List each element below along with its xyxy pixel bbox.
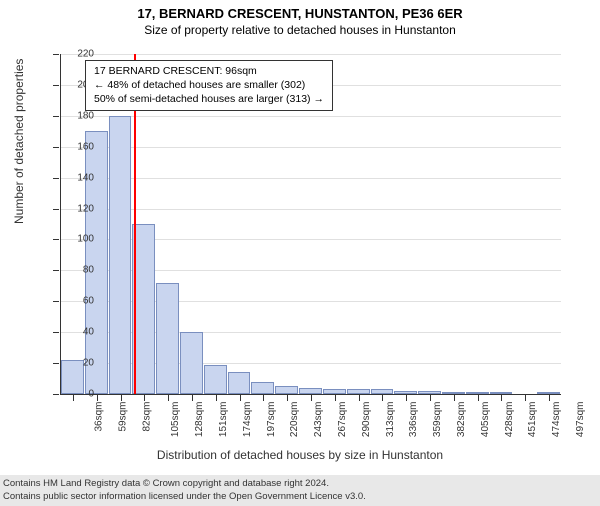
x-tick [359, 395, 360, 401]
x-tick [382, 395, 383, 401]
histogram-bar [204, 365, 227, 394]
y-tick [53, 363, 59, 364]
x-tick [121, 395, 122, 401]
y-tick-label: 180 [77, 110, 94, 121]
x-tick-label: 220sqm [289, 402, 300, 438]
x-tick [287, 395, 288, 401]
annotation-line1: 17 BERNARD CRESCENT: 96sqm [94, 64, 324, 78]
y-tick-label: 220 [77, 49, 94, 60]
annotation-line2: ← 48% of detached houses are smaller (30… [94, 78, 324, 92]
y-tick [53, 147, 59, 148]
x-tick-label: 267sqm [337, 402, 348, 438]
x-tick-label: 82sqm [141, 402, 152, 432]
y-tick-label: 20 [83, 358, 94, 369]
x-tick [335, 395, 336, 401]
histogram-bar [251, 382, 274, 394]
x-tick-label: 243sqm [313, 402, 324, 438]
y-tick [53, 85, 59, 86]
x-tick-label: 151sqm [218, 402, 229, 438]
x-tick-label: 359sqm [432, 402, 443, 438]
page-subtitle: Size of property relative to detached ho… [0, 23, 600, 37]
y-tick [53, 394, 59, 395]
x-tick-label: 59sqm [117, 402, 128, 432]
y-tick-label: 60 [83, 296, 94, 307]
y-tick [53, 239, 59, 240]
y-tick-label: 80 [83, 265, 94, 276]
x-tick-label: 128sqm [194, 402, 205, 438]
histogram-bar [442, 392, 465, 394]
y-tick-label: 100 [77, 234, 94, 245]
y-tick [53, 270, 59, 271]
x-tick-label: 313sqm [385, 402, 396, 438]
x-tick [216, 395, 217, 401]
annotation-box: 17 BERNARD CRESCENT: 96sqm ← 48% of deta… [85, 60, 333, 111]
x-tick-label: 474sqm [551, 402, 562, 438]
histogram-bar [371, 389, 394, 394]
y-tick [53, 209, 59, 210]
y-tick-label: 0 [88, 389, 94, 400]
y-tick-label: 140 [77, 172, 94, 183]
histogram-bar [347, 389, 370, 394]
x-tick-label: 197sqm [266, 402, 277, 438]
x-tick [549, 395, 550, 401]
x-tick-label: 382sqm [456, 402, 467, 438]
histogram-bar [275, 386, 298, 394]
x-tick-label: 105sqm [170, 402, 181, 438]
histogram-bar [85, 131, 108, 394]
x-tick-label: 405sqm [480, 402, 491, 438]
x-tick [192, 395, 193, 401]
histogram-bar [394, 391, 417, 394]
y-tick-label: 40 [83, 327, 94, 338]
x-tick-label: 36sqm [93, 402, 104, 432]
histogram-bar [490, 392, 513, 394]
x-tick [501, 395, 502, 401]
y-tick [53, 301, 59, 302]
x-tick [97, 395, 98, 401]
histogram-bar [156, 283, 179, 394]
x-tick [525, 395, 526, 401]
annotation-line3: 50% of semi-detached houses are larger (… [94, 92, 324, 106]
histogram-bar [537, 392, 560, 394]
footer-line1: Contains HM Land Registry data © Crown c… [3, 478, 597, 490]
y-tick [53, 332, 59, 333]
y-tick-label: 160 [77, 141, 94, 152]
histogram-bar [466, 392, 489, 394]
x-tick [478, 395, 479, 401]
page-title: 17, BERNARD CRESCENT, HUNSTANTON, PE36 6… [0, 6, 600, 21]
x-tick-label: 497sqm [575, 402, 586, 438]
x-tick-label: 174sqm [242, 402, 253, 438]
y-axis-title: Number of detached properties [12, 59, 26, 224]
y-tick [53, 116, 59, 117]
y-tick [53, 54, 59, 55]
histogram-bar [109, 116, 132, 394]
x-tick [240, 395, 241, 401]
x-tick-label: 336sqm [409, 402, 420, 438]
histogram-bar [61, 360, 84, 394]
histogram-bar [180, 332, 203, 394]
x-tick [168, 395, 169, 401]
histogram-bar [418, 391, 441, 394]
x-tick [73, 395, 74, 401]
footer-line2: Contains public sector information licen… [3, 491, 597, 503]
x-tick-label: 290sqm [361, 402, 372, 438]
y-tick [53, 178, 59, 179]
histogram-bar [228, 372, 251, 394]
x-tick [430, 395, 431, 401]
x-tick-label: 428sqm [504, 402, 515, 438]
x-tick [311, 395, 312, 401]
x-tick [454, 395, 455, 401]
histogram-bar [299, 388, 322, 394]
x-tick-label: 451sqm [528, 402, 539, 438]
x-tick [263, 395, 264, 401]
x-tick [406, 395, 407, 401]
x-tick [144, 395, 145, 401]
x-axis-title: Distribution of detached houses by size … [0, 448, 600, 462]
y-tick-label: 120 [77, 203, 94, 214]
footer-attribution: Contains HM Land Registry data © Crown c… [0, 475, 600, 506]
histogram-bar [323, 389, 346, 394]
